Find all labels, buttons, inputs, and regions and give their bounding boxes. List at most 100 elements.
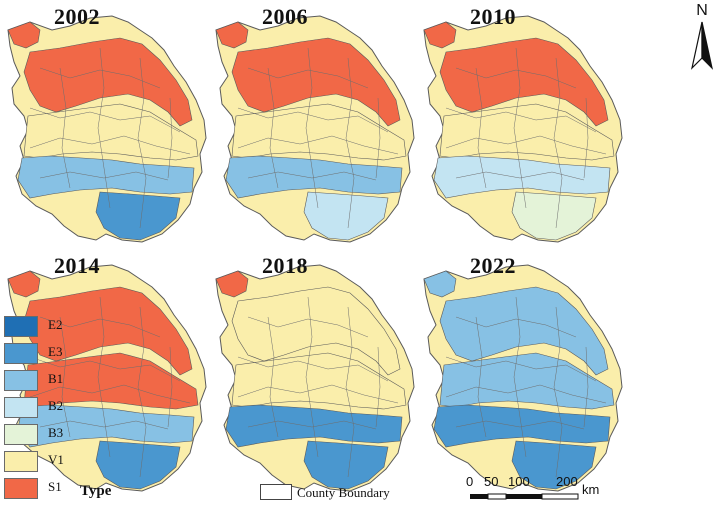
north-label: N (696, 2, 708, 19)
county-boundary-line (583, 97, 589, 179)
county-boundary-line (345, 57, 355, 229)
county-boundary-line (137, 57, 147, 229)
county-boundary-line (39, 171, 169, 181)
region-south (433, 155, 611, 199)
county-boundary-line (445, 356, 597, 382)
county-boundary-line (305, 296, 319, 458)
county-boundary-line (513, 296, 527, 458)
county-boundary-line (513, 47, 527, 209)
county-boundary-line (583, 346, 589, 428)
county-boundary-line (247, 67, 369, 89)
boundary-label: County Boundary (297, 485, 390, 500)
region-southeast (303, 191, 389, 241)
legend-label: B3 (48, 425, 64, 440)
county-boundary-line (445, 135, 607, 155)
region-southeast (95, 440, 181, 490)
region-west-patch (7, 21, 41, 49)
county-boundary-line (455, 420, 585, 430)
county-boundary-line (167, 97, 173, 179)
county-boundary-line (455, 171, 585, 181)
legend-swatch (4, 478, 38, 499)
legend-item-b2: B2 (2, 395, 78, 419)
county-boundary-line (97, 47, 111, 209)
county-boundary-line (445, 384, 607, 404)
map-panel-2006 (215, 15, 415, 243)
county-boundary-line (237, 356, 389, 382)
region-south (225, 404, 403, 448)
legend-swatch (4, 451, 38, 472)
legend-item-s1: S1 (2, 476, 78, 500)
scale-bar: 0 50 100 200 km (464, 474, 604, 504)
scale-tick-50: 50 (484, 474, 499, 489)
legend-swatch (4, 343, 38, 364)
county-boundary-line (475, 316, 487, 438)
legend-swatch (4, 316, 38, 337)
north-arrow-icon (690, 21, 714, 70)
region-north-belt (231, 37, 401, 127)
year-label-2002: 2002 (54, 4, 100, 29)
year-label-2022: 2022 (470, 253, 516, 278)
legend-item-v1: V1 (2, 449, 78, 473)
scale-tick-200: 200 (556, 474, 578, 489)
region-west-patch (215, 270, 249, 298)
county-boundary-line (167, 346, 173, 428)
county-boundary-line (445, 107, 597, 133)
region-southeast (95, 191, 181, 241)
north-arrow: N (682, 2, 722, 72)
county-boundary-line (553, 57, 563, 229)
county-boundary-line (29, 135, 191, 155)
county-boundary-line (455, 67, 577, 89)
legend-swatch (4, 397, 38, 418)
county-boundary-line (455, 316, 577, 338)
county-boundary-line (247, 420, 377, 430)
legend-label: B1 (48, 371, 64, 386)
region-west-patch (215, 21, 249, 49)
scale-tick-100: 100 (508, 474, 530, 489)
county-boundary-line (29, 107, 181, 133)
legend-label: S1 (48, 479, 62, 494)
year-label-2018: 2018 (262, 253, 308, 278)
county-boundary-line (345, 306, 355, 478)
county-boundary-line (29, 356, 181, 382)
region-west-patch (7, 270, 41, 298)
county-boundary-line (97, 296, 111, 458)
year-label-2014: 2014 (54, 253, 100, 278)
county-boundary-line (39, 67, 161, 89)
county-boundary-line (267, 67, 279, 189)
region-north-belt (231, 286, 401, 376)
county-boundary-line (267, 316, 279, 438)
county-boundary-line (247, 171, 377, 181)
county-boundary-line (237, 107, 389, 133)
boundary-swatch (260, 484, 292, 500)
county-boundary-line (137, 306, 147, 478)
legend-swatch (4, 370, 38, 391)
county-boundary-line (475, 67, 487, 189)
county-boundary-line (59, 316, 71, 438)
legend-swatch (4, 424, 38, 445)
county-boundary-line (59, 67, 71, 189)
region-south (17, 155, 195, 199)
legend-label: E2 (48, 317, 63, 332)
region-southeast (303, 440, 389, 490)
county-boundary-line (305, 47, 319, 209)
county-boundary-line (39, 316, 161, 338)
scale-bar-graphic (470, 493, 579, 500)
county-boundary-line (553, 306, 563, 478)
region-southeast (511, 191, 597, 241)
map-panel-2002 (7, 15, 207, 243)
region-north-belt (439, 37, 609, 127)
scale-tick-0: 0 (466, 474, 474, 489)
county-boundary-line (237, 135, 399, 155)
county-boundary-line (247, 316, 369, 338)
county-boundary-line (375, 346, 381, 428)
legend-item-e3: E3 (2, 341, 78, 365)
map-panel-2010 (423, 15, 623, 243)
region-southeast (511, 440, 597, 490)
region-south (225, 155, 403, 199)
legend-item-b3: B3 (2, 422, 78, 446)
map-panel-2018 (215, 264, 415, 492)
map-panel-2022 (423, 264, 623, 492)
region-north-belt (23, 37, 193, 127)
